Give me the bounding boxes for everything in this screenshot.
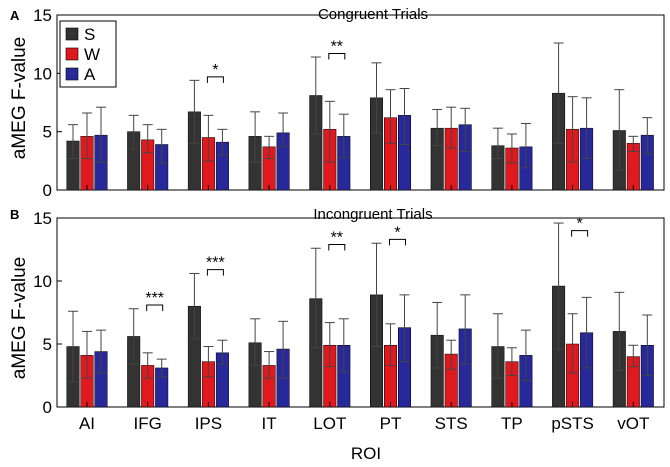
significance-bracket — [571, 230, 589, 237]
panel-a-ylabel: aMEG F-value — [9, 37, 30, 159]
x-tick-label-ips: IPS — [195, 414, 222, 433]
legend-swatch-w — [65, 47, 79, 61]
legend-swatch-a — [65, 67, 79, 81]
significance-bracket — [328, 53, 346, 60]
x-tick-label-it: IT — [262, 414, 277, 433]
x-axis-label: ROI — [351, 444, 381, 463]
legend-label-a: A — [84, 65, 96, 84]
plot-frame — [56, 14, 665, 191]
y-tick-label: 5 — [43, 123, 52, 142]
significance-label: ** — [331, 39, 343, 56]
plot-frame — [56, 217, 665, 408]
significance-label: *** — [145, 290, 164, 307]
x-tick-label-tp: TP — [501, 414, 523, 433]
x-tick-label-pt: PT — [380, 414, 402, 433]
y-tick-label: 10 — [33, 272, 52, 291]
significance-bracket — [389, 238, 406, 246]
y-tick-label: 0 — [43, 398, 52, 417]
panel-b-letter: B — [10, 207, 19, 222]
x-tick-label-psts: pSTS — [551, 414, 594, 433]
significance-label: ** — [331, 229, 343, 246]
significance-label: * — [212, 62, 218, 79]
x-tick-label-lot: LOT — [313, 414, 346, 433]
significance-bracket — [206, 76, 224, 83]
x-tick-label-ifg: IFG — [134, 414, 162, 433]
panel-a-letter: A — [10, 8, 20, 23]
significance-label: * — [394, 224, 400, 241]
legend-label-s: S — [84, 25, 95, 44]
x-tick-label-vot: vOT — [617, 414, 649, 433]
y-tick-label: 15 — [33, 209, 52, 228]
legend-swatch-s — [65, 27, 79, 41]
significance-bracket — [328, 243, 346, 251]
y-tick-label: 0 — [43, 181, 52, 200]
legend-label-w: W — [84, 45, 100, 64]
panel-b: B Incongruent Trials aMEG F-value 0 5 10 15… — [9, 206, 665, 433]
y-tick-label: 5 — [43, 335, 52, 354]
significance-label: *** — [206, 255, 225, 272]
panel-b-title: Incongruent Trials — [313, 206, 432, 223]
x-tick-label-ai: AI — [79, 414, 95, 433]
significance-bracket — [206, 269, 224, 276]
significance-bracket — [146, 304, 164, 311]
y-tick-label: 15 — [33, 6, 52, 25]
legend: S W A — [59, 20, 117, 88]
x-tick-label-sts: STS — [435, 414, 468, 433]
y-tick-label: 10 — [33, 64, 52, 83]
panel-b-ylabel: aMEG F-value — [9, 257, 30, 379]
panel-a: A Congruent Trials aMEG F-value 051015**… — [9, 6, 665, 200]
significance-label: * — [576, 216, 582, 233]
